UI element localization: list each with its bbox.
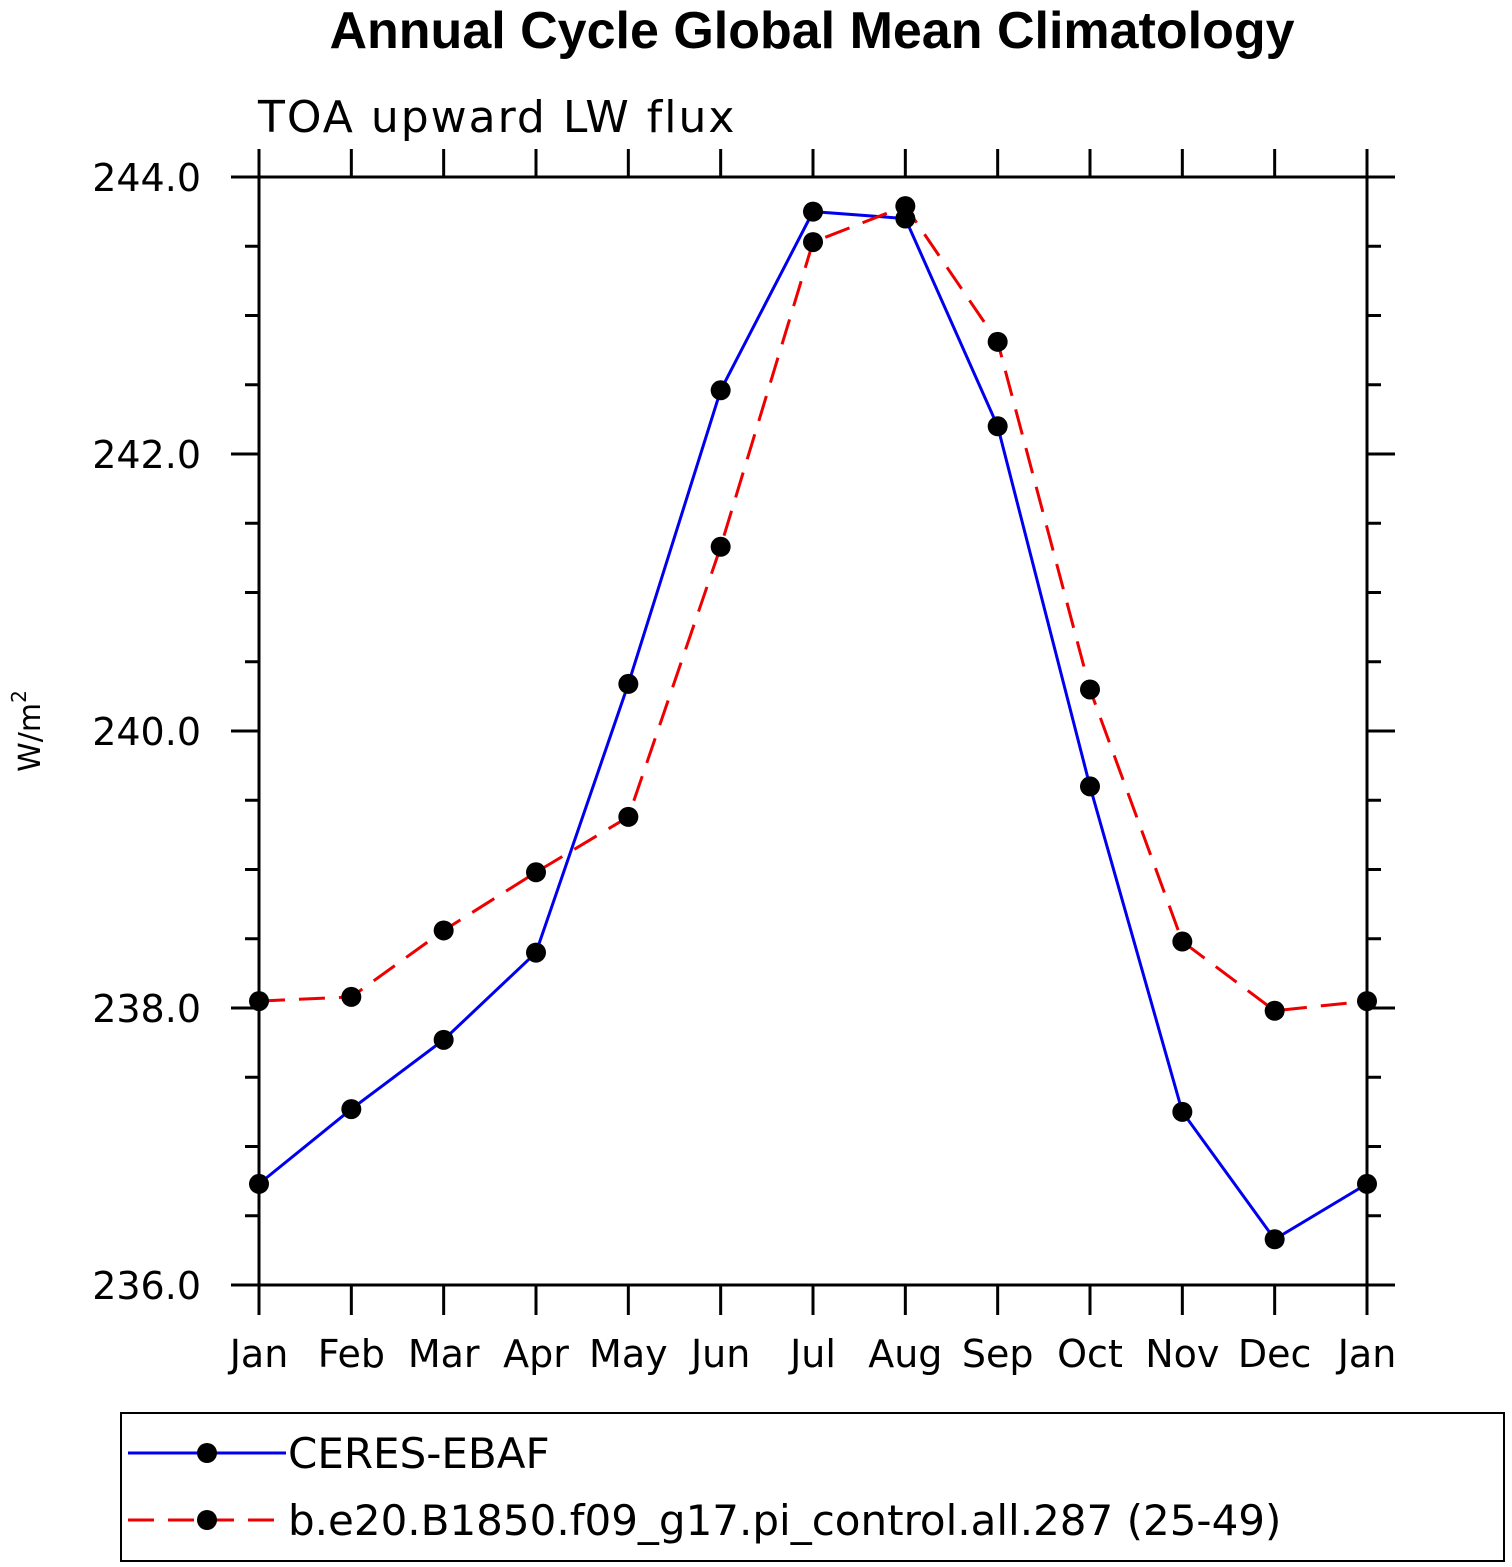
legend-label-1: CERES-EBAF [288, 1429, 550, 1478]
series-1-point [341, 1099, 362, 1120]
axes: Jan Feb Mar Apr May Jun Jul Aug Sep Oct Nov Dec Jan 2… [92, 149, 1396, 1376]
series-1-point [987, 416, 1008, 437]
legend-label-2: b.e20.B1850.f09_g17.pi_control.all.287 (… [288, 1496, 1281, 1545]
series-2-point [1264, 1000, 1285, 1021]
series-1-point [1264, 1229, 1285, 1250]
series-1-point [1080, 776, 1100, 797]
series-line-2 [258, 204, 1368, 1013]
x-tick-label: Sep [962, 1332, 1034, 1376]
series-2-point [803, 232, 823, 253]
series-2-point [1357, 991, 1377, 1012]
series-1-point [1357, 1173, 1377, 1194]
x-tick-label: Aug [868, 1332, 942, 1376]
series-2-point [710, 536, 731, 557]
series-1-point [803, 201, 823, 222]
x-tick-label: Jul [788, 1332, 836, 1376]
x-tick-label: Oct [1057, 1332, 1123, 1376]
y-tick-label: 236.0 [92, 1264, 201, 1308]
series-1-point [1172, 1101, 1193, 1122]
y-tick-label: 244.0 [92, 156, 201, 200]
series-2-point [341, 986, 362, 1007]
series-2-point [526, 862, 546, 883]
x-tick-label: Jun [689, 1332, 750, 1376]
y-axis-label: W/m2 [7, 690, 48, 772]
y-tick-label: 238.0 [92, 987, 201, 1031]
x-tick-label: Apr [503, 1332, 569, 1376]
x-tick-label: Feb [318, 1332, 385, 1376]
x-tick-label: Mar [408, 1332, 480, 1376]
series-1-point [526, 942, 546, 963]
series-2-point [433, 920, 454, 941]
series-2-point [1080, 679, 1100, 700]
series-1-point [710, 380, 731, 401]
legend-marker-2 [197, 1510, 217, 1530]
series-1-point [618, 673, 639, 694]
y-tick-label: 240.0 [92, 710, 201, 754]
x-tick-label: Jan [1336, 1332, 1397, 1376]
series-2-point [249, 991, 269, 1012]
x-tick-label: May [589, 1332, 668, 1376]
legend-box [120, 1412, 1505, 1562]
legend: CERES-EBAF b.e20.B1850.f09_g17.pi_control… [128, 1429, 1281, 1545]
series-2-point [895, 196, 916, 217]
series-1-point [249, 1173, 269, 1194]
x-tick-label: Jan [228, 1332, 289, 1376]
chart-title: Annual Cycle Global Mean Climatology [329, 2, 1294, 60]
x-tick-label: Dec [1238, 1332, 1312, 1376]
plot-frame [257, 175, 1369, 1287]
series-2-point [1172, 931, 1193, 952]
chart-subtitle: TOA upward LW flux [257, 92, 736, 143]
legend-marker-1 [197, 1443, 217, 1463]
y-axis-label-unit: W/m [13, 703, 48, 772]
x-tick-label: Nov [1145, 1332, 1219, 1376]
y-tick-label: 242.0 [92, 433, 201, 477]
series-2-point [987, 331, 1008, 352]
series-layer [249, 196, 1377, 1250]
series-2-point [618, 806, 639, 827]
series-line-1 [258, 210, 1368, 1242]
y-axis-label-exponent: 2 [7, 690, 31, 703]
series-1-point [433, 1029, 454, 1050]
